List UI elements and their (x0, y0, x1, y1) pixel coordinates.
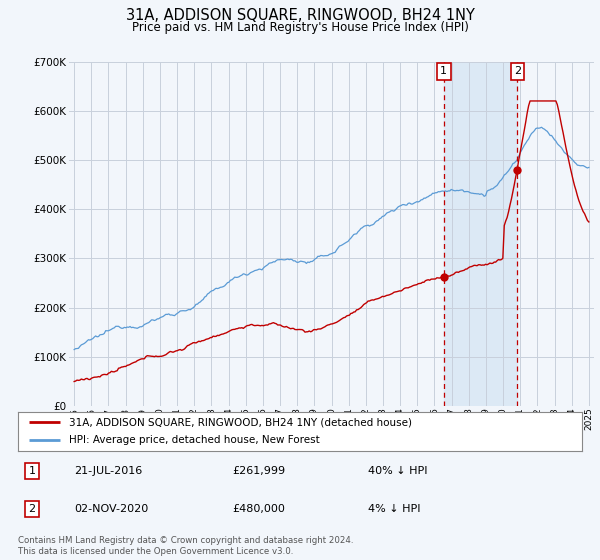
Text: 1: 1 (29, 466, 35, 476)
Text: 21-JUL-2016: 21-JUL-2016 (74, 466, 143, 476)
Text: 40% ↓ HPI: 40% ↓ HPI (368, 466, 427, 476)
Text: £261,999: £261,999 (232, 466, 286, 476)
Text: HPI: Average price, detached house, New Forest: HPI: Average price, detached house, New … (69, 435, 320, 445)
Text: 31A, ADDISON SQUARE, RINGWOOD, BH24 1NY: 31A, ADDISON SQUARE, RINGWOOD, BH24 1NY (125, 8, 475, 24)
Text: 4% ↓ HPI: 4% ↓ HPI (368, 504, 420, 514)
Text: 2: 2 (514, 67, 521, 77)
Text: Contains HM Land Registry data © Crown copyright and database right 2024.
This d: Contains HM Land Registry data © Crown c… (18, 536, 353, 556)
Text: 1: 1 (440, 67, 447, 77)
Text: 31A, ADDISON SQUARE, RINGWOOD, BH24 1NY (detached house): 31A, ADDISON SQUARE, RINGWOOD, BH24 1NY … (69, 417, 412, 427)
Text: Price paid vs. HM Land Registry's House Price Index (HPI): Price paid vs. HM Land Registry's House … (131, 21, 469, 34)
Text: £480,000: £480,000 (232, 504, 285, 514)
Text: 02-NOV-2020: 02-NOV-2020 (74, 504, 149, 514)
Text: 2: 2 (29, 504, 35, 514)
Bar (444, 62, 517, 406)
